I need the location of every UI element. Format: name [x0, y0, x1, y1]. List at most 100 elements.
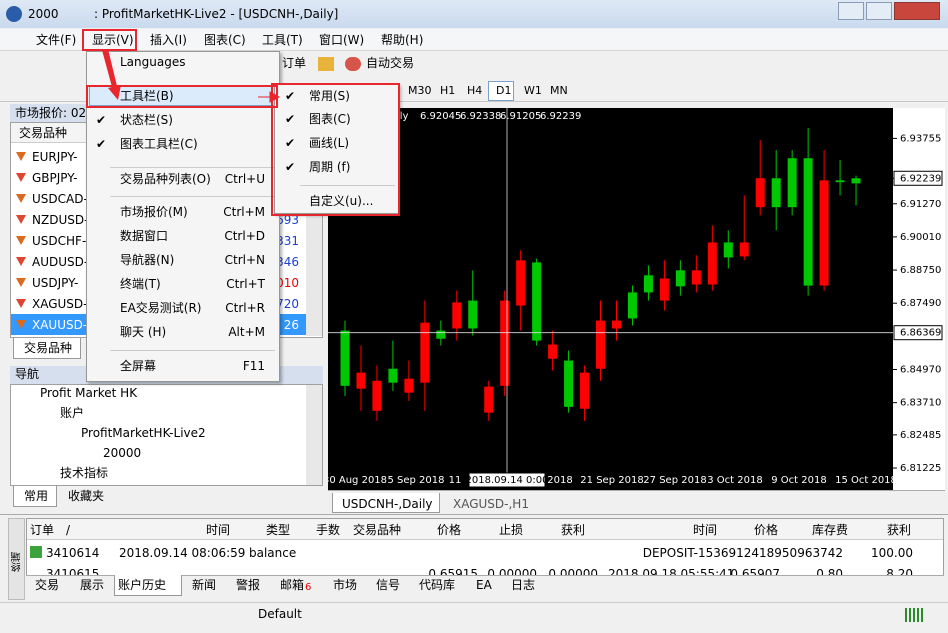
active-chart-tab[interactable] [332, 493, 440, 513]
tree-item[interactable]: Profit Market HK [40, 386, 138, 400]
navigator-tree [10, 384, 323, 486]
symbol[interactable]: AUDUSD- [32, 255, 89, 269]
menu-item[interactable]: 工具栏(B) [120, 89, 174, 103]
y-tick-label: 6.81225 [900, 463, 941, 474]
symbol[interactable]: GBPJPY- [32, 171, 78, 185]
menu-item[interactable]: 自定义(u)... [309, 194, 374, 208]
menu-item[interactable]: 文件(F) [36, 33, 77, 47]
terminal-tab[interactable]: 信号 [376, 578, 401, 592]
column-header: 交易品种 [19, 126, 68, 140]
tree-item[interactable]: 账户 [60, 406, 85, 420]
menu-item[interactable]: EA交易测试(R) [120, 301, 202, 315]
terminal-tab[interactable]: 账户历史 [118, 578, 167, 592]
timeframe-button[interactable]: M30 [408, 84, 432, 97]
timeframe-button[interactable]: H1 [440, 84, 456, 97]
menu-item[interactable]: 窗口(W) [319, 33, 365, 47]
menu-item[interactable]: 显示(V) [92, 33, 134, 47]
chart-tab[interactable]: XAGUSD-,H1 [453, 497, 529, 511]
symbol[interactable]: XAGUSD- [32, 297, 88, 311]
symbol[interactable]: XAUUSD- [32, 318, 88, 332]
column-header: 获利 [887, 523, 912, 537]
side-label: 终端 [12, 552, 23, 572]
candle-body [532, 262, 542, 341]
terminal-tab[interactable]: 邮箱 [280, 578, 305, 592]
panel-tab[interactable]: 收藏夹 [68, 489, 105, 503]
menu-item[interactable]: 全屏幕 [120, 359, 157, 373]
menu-shortcut: Ctrl+M [223, 205, 265, 219]
navigator-tab[interactable] [13, 486, 57, 507]
tree-item[interactable]: ProfitMarketHK-Live2 [81, 426, 206, 440]
menu-item[interactable]: 数据窗口 [120, 229, 169, 243]
menu-item[interactable]: 市场报价(M) [120, 205, 188, 219]
symbol-icon [16, 320, 26, 329]
menu-item[interactable]: 图表(C) [204, 33, 246, 47]
panel-tab[interactable]: 交易品种 [24, 341, 73, 355]
terminal-tab[interactable]: 新闻 [192, 578, 217, 592]
x-tick-label: 11 [449, 475, 462, 486]
candle-body [388, 368, 398, 383]
column-header: 库存费 [812, 523, 849, 537]
x-tick-label: 21 Sep 2018 [580, 475, 643, 486]
candle-body [707, 242, 717, 285]
candle-body [564, 360, 574, 407]
account-number: 2000 [28, 7, 59, 21]
panel-title: 导航 [15, 367, 40, 381]
menu-item[interactable]: 插入(I) [150, 33, 187, 47]
symbol[interactable]: NZDUSD- [32, 213, 89, 227]
symbol[interactable]: USDCHF- [32, 234, 87, 248]
menu-item[interactable]: 状态栏(S) [120, 113, 173, 127]
tree-item[interactable]: 技术指标 [60, 466, 109, 480]
terminal-column-header [27, 519, 943, 540]
symbol-icon [16, 299, 26, 308]
tree-item[interactable]: 20000 [103, 446, 142, 460]
menu-shortcut: Ctrl+R [225, 301, 265, 315]
menu-separator [110, 167, 275, 168]
minimize-button[interactable] [838, 2, 864, 20]
status-profile: Default [258, 607, 302, 621]
x-tick-label: 30 Aug 2018 [328, 475, 387, 486]
menu-item[interactable]: 常用(S) [309, 89, 350, 103]
terminal-tab[interactable]: 警报 [236, 578, 261, 592]
menu-item[interactable]: Languages [120, 55, 186, 69]
terminal-tab[interactable]: 交易 [35, 578, 60, 592]
candle-body [500, 300, 510, 386]
timeframe-button[interactable]: MN [550, 84, 568, 97]
close-button[interactable] [894, 2, 940, 20]
symbol[interactable]: EURJPY- [32, 150, 78, 164]
toolbar-button[interactable]: 自动交易 [366, 56, 415, 70]
menu-item[interactable]: 图表工具栏(C) [120, 137, 198, 151]
timeframe-button[interactable]: W1 [524, 84, 542, 97]
chart-tab[interactable]: USDCNH-,Daily [342, 497, 433, 511]
menu-item[interactable]: 图表(C) [309, 112, 351, 126]
panel-tab[interactable]: 常用 [24, 489, 49, 503]
terminal-tab[interactable]: 市场 [333, 578, 358, 592]
symbol[interactable]: USDCAD- [32, 192, 88, 206]
timeframe-button[interactable]: H4 [467, 84, 483, 97]
symbol-icon [16, 278, 26, 287]
menu-item[interactable]: 工具(T) [262, 33, 303, 47]
menu-item[interactable]: 聊天 (H) [120, 325, 167, 339]
timeframe-button[interactable]: D1 [496, 84, 512, 97]
terminal-tab[interactable]: 展示 [80, 578, 105, 592]
menu-shortcut: Ctrl+D [224, 229, 265, 243]
menu-item[interactable]: 终端(T) [120, 277, 161, 291]
maximize-button[interactable] [866, 2, 892, 20]
terminal-tab[interactable]: 日志 [511, 578, 536, 592]
menu-item[interactable]: 周期 (f) [309, 160, 351, 174]
menu-item[interactable]: 交易品种列表(O) [120, 172, 211, 186]
menu-item[interactable]: 画线(L) [309, 136, 350, 150]
candle-body [548, 344, 558, 359]
symbol[interactable]: USDJPY- [32, 276, 79, 290]
app-icon [6, 6, 22, 22]
mail-count: 6 [305, 582, 312, 593]
terminal-tab[interactable]: EA [476, 578, 492, 592]
menu-item[interactable]: 导航器(N) [120, 253, 175, 267]
scrollbar[interactable] [306, 385, 322, 485]
market-watch-tab[interactable] [13, 338, 81, 359]
toolbar-button[interactable]: 订单 [282, 56, 307, 70]
menu-item[interactable]: 帮助(H) [381, 33, 424, 47]
terminal-tab[interactable]: 代码库 [419, 578, 456, 592]
x-tick-label: 15 Oct 2018 [835, 475, 897, 486]
active-terminal-tab[interactable] [114, 575, 182, 596]
symbol-icon [16, 215, 26, 224]
